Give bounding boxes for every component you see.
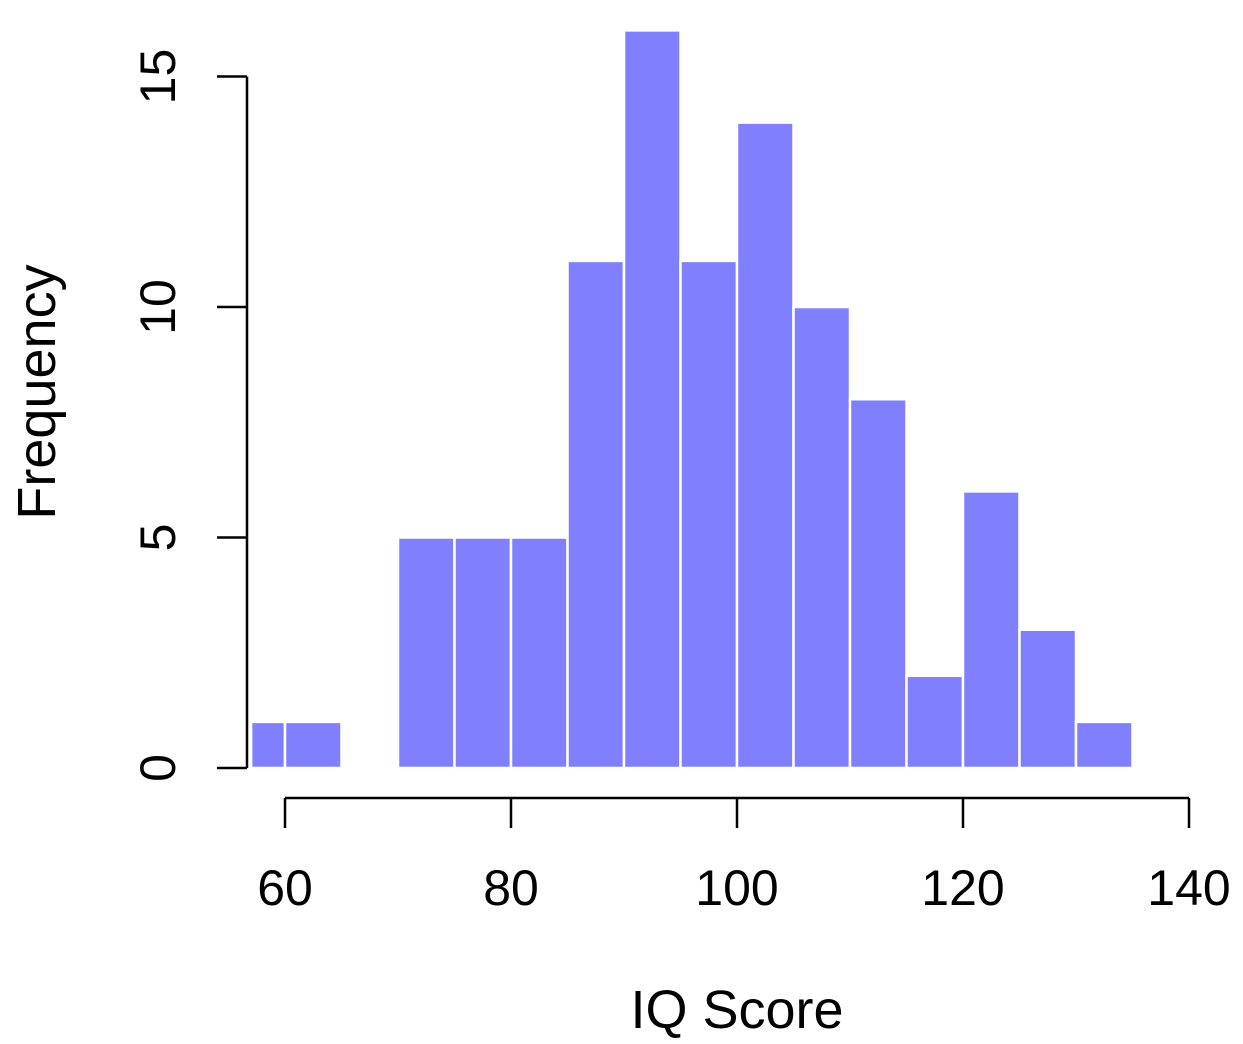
x-axis: 60 80 100 120 140 — [257, 796, 1231, 916]
y-tick-label: 10 — [130, 279, 186, 335]
histogram-bar — [905, 674, 965, 770]
histogram-bar — [509, 536, 569, 770]
histogram-bar — [453, 536, 513, 770]
histogram-bar — [848, 397, 908, 770]
histogram-bar — [622, 29, 682, 770]
histogram-bar — [1074, 720, 1134, 770]
y-axis: 0 5 10 15 — [130, 49, 249, 782]
histogram-bar — [792, 305, 852, 770]
histogram-bar — [249, 720, 287, 770]
y-tick-label: 0 — [130, 754, 186, 782]
histogram-bar — [679, 259, 739, 770]
histogram-bar — [961, 490, 1021, 770]
histogram-bar — [283, 720, 343, 770]
x-tick-label: 140 — [1147, 860, 1230, 916]
histogram-bar — [566, 259, 626, 770]
histogram-bar — [396, 536, 456, 770]
x-axis-title: IQ Score — [630, 980, 843, 1040]
x-tick-label: 100 — [695, 860, 778, 916]
histogram-bar — [1018, 628, 1078, 770]
x-tick-label: 60 — [257, 860, 313, 916]
y-axis-title: Frequency — [7, 264, 67, 519]
x-tick-label: 120 — [921, 860, 1004, 916]
x-tick-label: 80 — [483, 860, 539, 916]
histogram-bars — [249, 29, 1134, 770]
y-tick-label: 15 — [130, 49, 186, 105]
histogram-bar — [735, 121, 795, 770]
y-tick-label: 5 — [130, 524, 186, 552]
